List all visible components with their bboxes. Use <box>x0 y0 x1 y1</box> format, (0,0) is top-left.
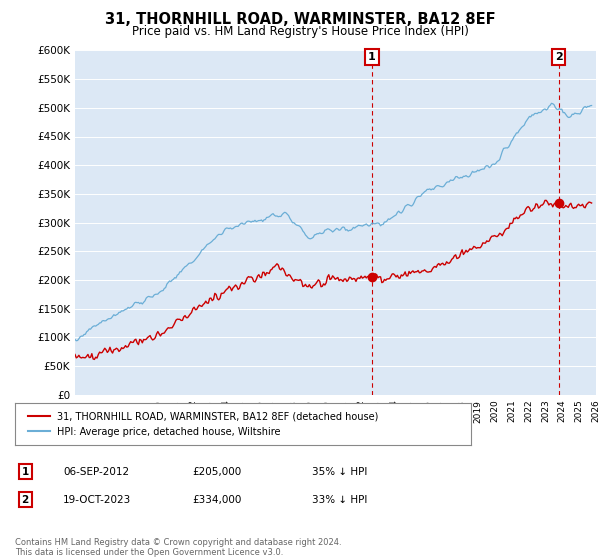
Text: 2: 2 <box>555 52 563 62</box>
Text: 1: 1 <box>368 52 376 62</box>
Text: £334,000: £334,000 <box>192 494 241 505</box>
Text: Contains HM Land Registry data © Crown copyright and database right 2024.
This d: Contains HM Land Registry data © Crown c… <box>15 538 341 557</box>
Text: 2: 2 <box>22 494 29 505</box>
Text: 35% ↓ HPI: 35% ↓ HPI <box>312 466 367 477</box>
Text: 31, THORNHILL ROAD, WARMINSTER, BA12 8EF: 31, THORNHILL ROAD, WARMINSTER, BA12 8EF <box>104 12 496 27</box>
Text: 06-SEP-2012: 06-SEP-2012 <box>63 466 129 477</box>
Text: 1: 1 <box>22 466 29 477</box>
Legend: 31, THORNHILL ROAD, WARMINSTER, BA12 8EF (detached house), HPI: Average price, d: 31, THORNHILL ROAD, WARMINSTER, BA12 8EF… <box>25 408 383 441</box>
Text: Price paid vs. HM Land Registry's House Price Index (HPI): Price paid vs. HM Land Registry's House … <box>131 25 469 38</box>
Text: £205,000: £205,000 <box>192 466 241 477</box>
Text: 19-OCT-2023: 19-OCT-2023 <box>63 494 131 505</box>
Text: 33% ↓ HPI: 33% ↓ HPI <box>312 494 367 505</box>
